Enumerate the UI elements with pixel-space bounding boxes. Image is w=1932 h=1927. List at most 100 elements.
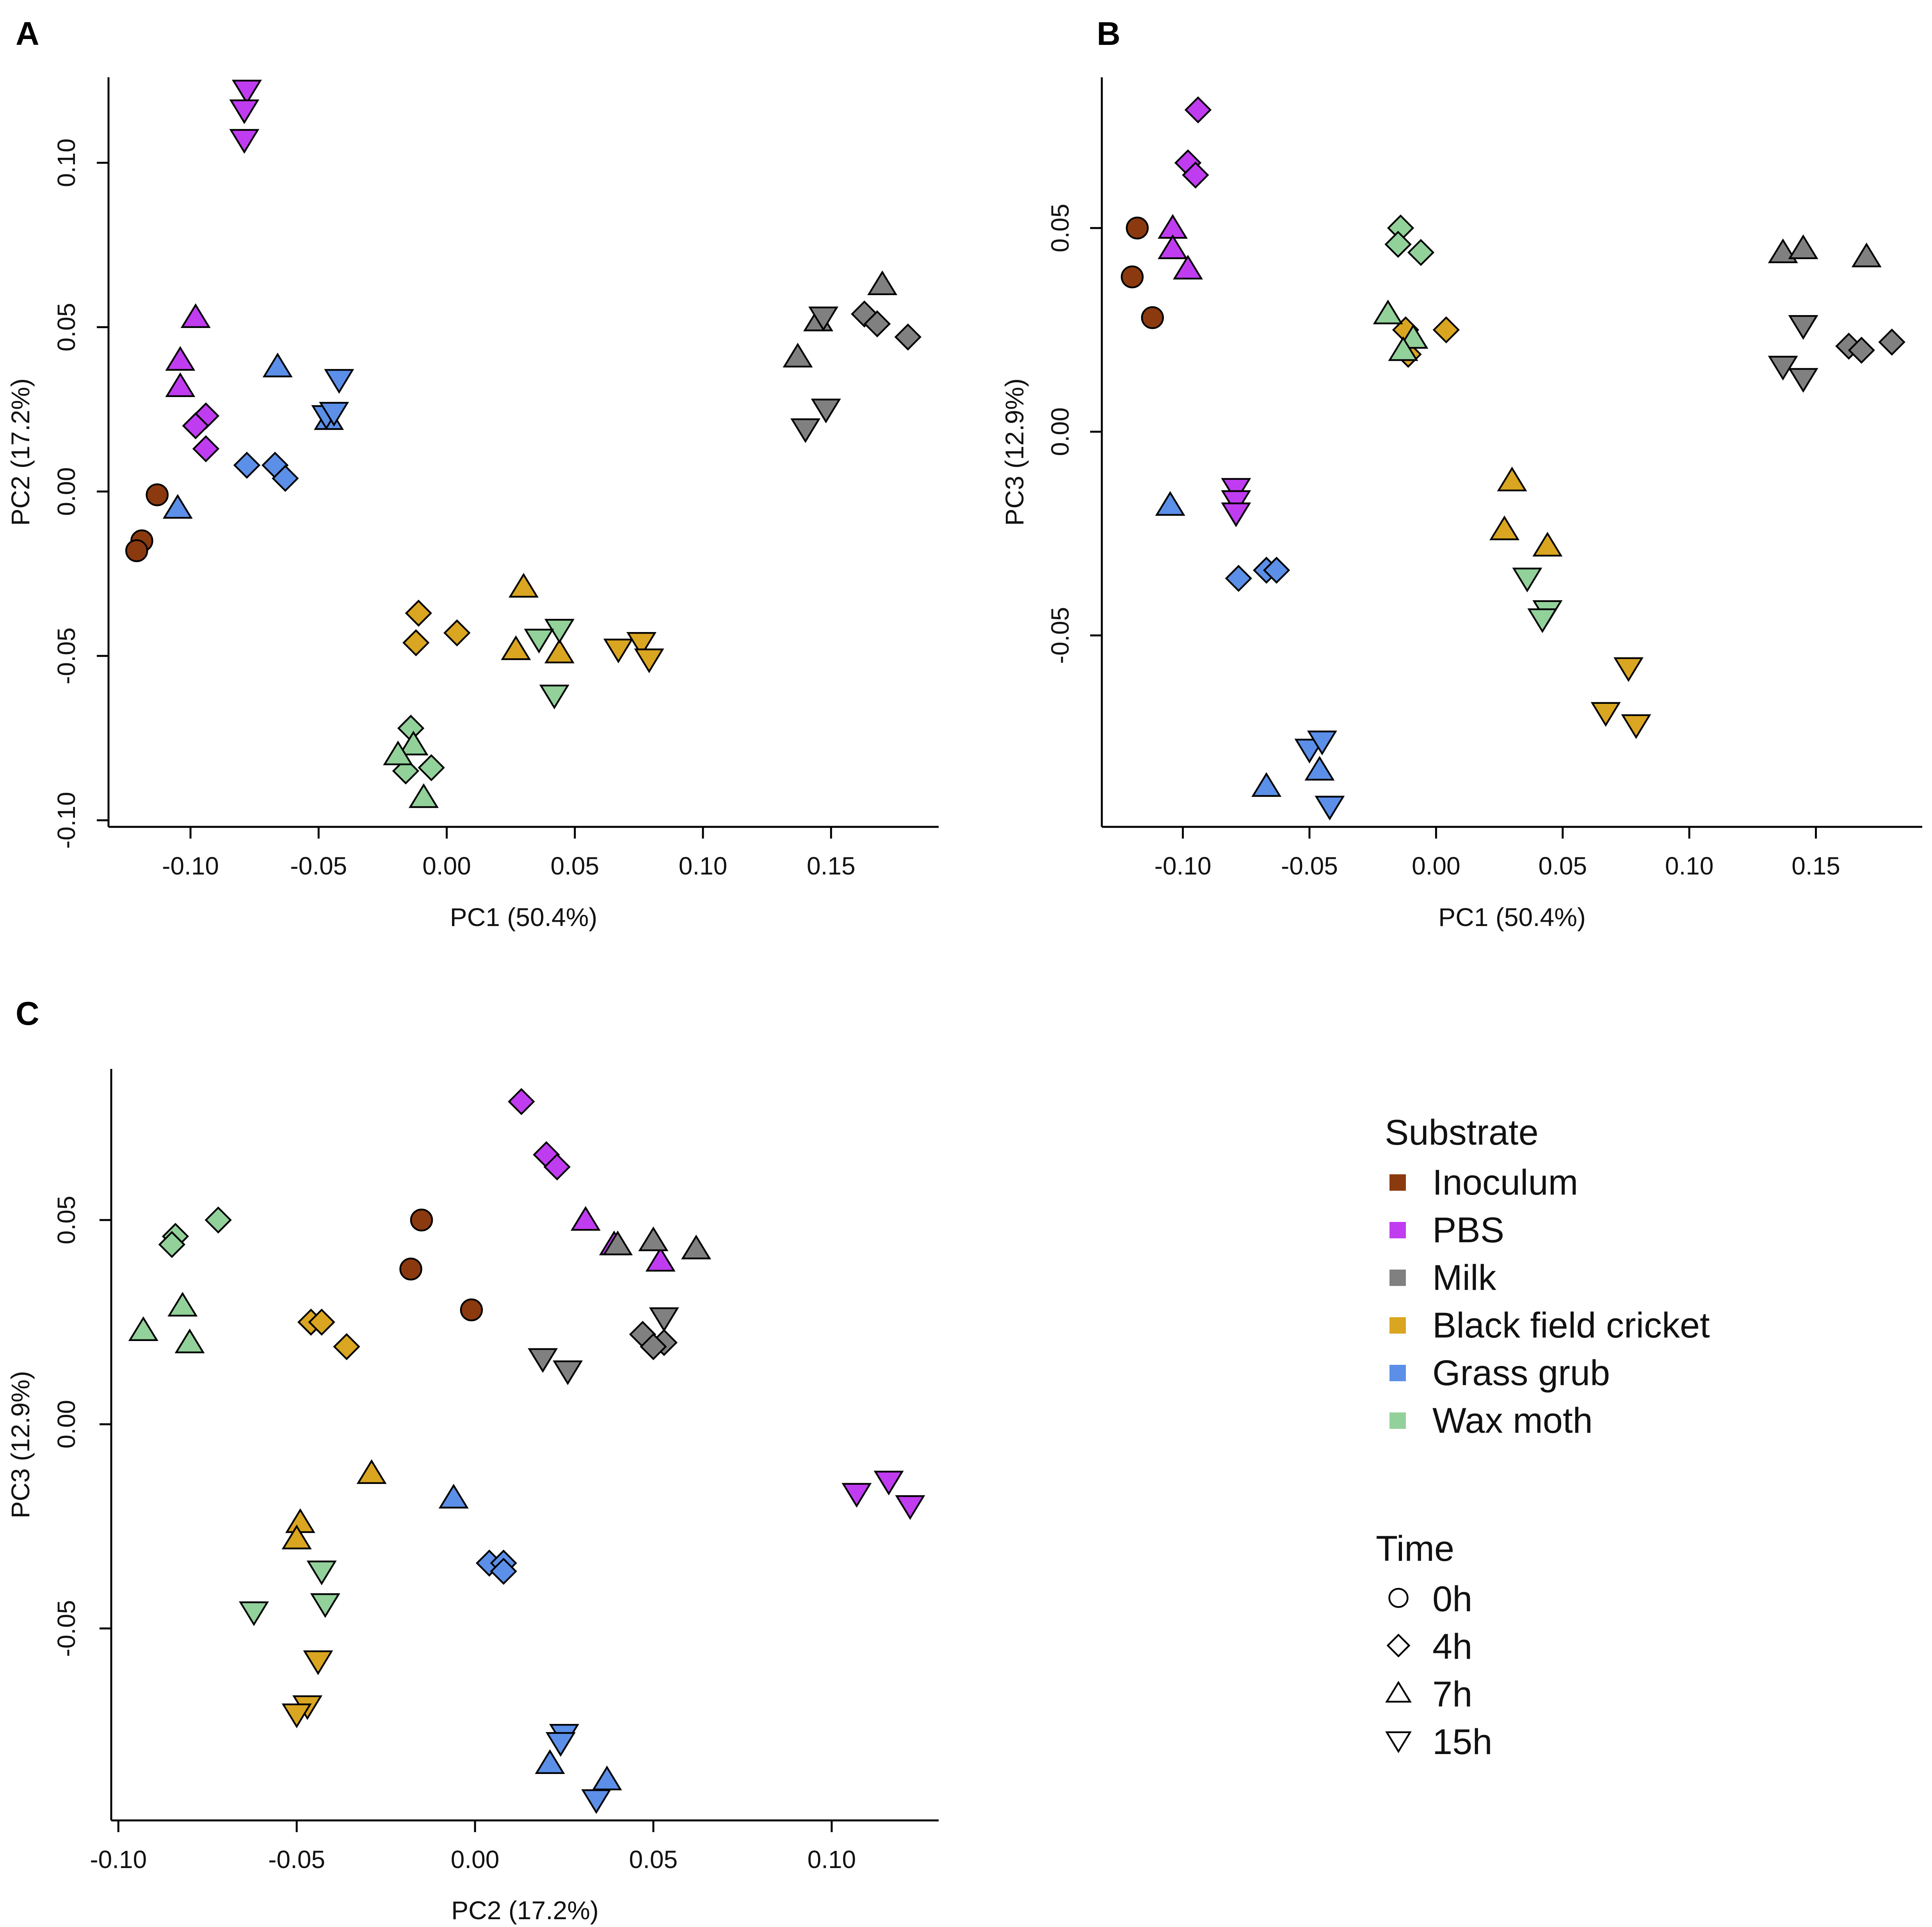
panel-c-point-grass-grub-4h xyxy=(490,1558,517,1585)
panel-c-point-wax-moth-7h xyxy=(167,1291,198,1317)
panel-b-point-wax-moth-15h xyxy=(1527,608,1558,633)
legend-label-7h: 7h xyxy=(1432,1674,1472,1714)
panel-b-point-milk-15h xyxy=(1768,356,1798,381)
panel-c-point-black-field-cricket-15h xyxy=(281,1703,312,1728)
panel-b-plot: -0.10 -0.05 0.00 0.05 0.10 0.15 -0.05 0.00 0.05 P… xyxy=(1000,77,1922,931)
legend-label-milk: Milk xyxy=(1432,1258,1497,1298)
panel-b-point-grass-grub-7h xyxy=(1155,491,1185,516)
panel-a-point-grass-grub-7h xyxy=(162,494,193,519)
panel-c-point-grass-grub-15h xyxy=(545,1732,576,1757)
panel-a-point-grass-grub-7h xyxy=(262,353,293,378)
panel-a-point-pbs-7h xyxy=(165,372,196,397)
panel-a-point-milk-7h xyxy=(783,342,813,368)
panel-a-point-wax-moth-7h xyxy=(408,783,439,808)
panel-a-point-grass-grub-15h xyxy=(324,369,354,394)
panel-a-plot: -0.10 -0.05 0.00 0.05 0.10 0.15 -0.10 -0.05 0.00… xyxy=(6,77,939,931)
panel-a-x-tick-label: 0.00 xyxy=(422,852,471,880)
panel-b-point-milk-7h xyxy=(1851,242,1882,267)
panel-c-y-tick-label: -0.05 xyxy=(52,1600,80,1657)
panel-a-x-tick-label: 0.05 xyxy=(551,852,600,880)
panel-c-point-black-field-cricket-7h xyxy=(281,1525,312,1549)
panel-a-point-wax-moth-7h xyxy=(383,740,413,766)
panel-b-x-tick-label: 0.00 xyxy=(1412,852,1461,880)
panel-b-point-pbs-7h xyxy=(1173,255,1203,280)
panel-c-point-pbs-4h xyxy=(543,1153,571,1181)
legend-label-black-field-cricket: Black field cricket xyxy=(1432,1305,1710,1345)
panel-c-point-wax-moth-15h xyxy=(239,1601,269,1626)
panel-b-point-pbs-15h xyxy=(1221,502,1251,527)
panel-a-x-tick-label: -0.05 xyxy=(290,852,347,880)
panel-c-point-wax-moth-4h xyxy=(158,1231,186,1258)
panel-b-point-grass-grub-4h xyxy=(1263,556,1290,584)
panel-b-point-pbs-15h xyxy=(1221,478,1251,503)
panel-c-point-wax-moth-7h xyxy=(128,1316,158,1341)
panel-c-point-pbs-15h xyxy=(873,1471,904,1496)
legend-shape-4h xyxy=(1386,1633,1411,1658)
panel-b-x-tick-label: 0.05 xyxy=(1538,852,1587,880)
panel-c-y-axis-title: PC3 (12.9%) xyxy=(6,1371,35,1519)
panel-a-point-pbs-4h xyxy=(192,435,220,463)
panel-c-x-axis-title: PC2 (17.2%) xyxy=(451,1896,599,1925)
panel-b-point-pbs-4h xyxy=(1184,96,1212,124)
panel-b-point-wax-moth-7h xyxy=(1388,336,1418,361)
legend-label-0h: 0h xyxy=(1432,1579,1472,1619)
panel-c-point-inoculum-0h xyxy=(460,1298,483,1321)
panel-b-x-tick-label: 0.10 xyxy=(1665,852,1714,880)
panel-a-point-wax-moth-4h xyxy=(418,754,445,782)
legend-swatch-pbs xyxy=(1389,1222,1406,1238)
panel-c-point-inoculum-0h xyxy=(410,1208,433,1232)
legend-label-wax-moth: Wax moth xyxy=(1432,1401,1593,1441)
panel-a-point-wax-moth-15h xyxy=(524,629,554,654)
panel-b-y-tick-label: 0.00 xyxy=(1046,408,1074,456)
panel-c-point-milk-15h xyxy=(528,1348,558,1373)
panel-c-point-black-field-cricket-7h xyxy=(285,1508,315,1533)
panel-a-point-grass-grub-4h xyxy=(233,452,261,479)
legend-swatch-inoculum xyxy=(1389,1174,1406,1191)
panel-a-point-pbs-7h xyxy=(165,346,196,371)
panel-b-point-inoculum-0h xyxy=(1121,265,1144,289)
panel-b-point-grass-grub-15h xyxy=(1315,796,1345,821)
panel-b-point-pbs-4h xyxy=(1182,161,1209,189)
panel-a-point-wax-moth-7h xyxy=(398,730,429,755)
panel-b-point-milk-15h xyxy=(1788,368,1818,393)
panel-a-point-black-field-cricket-4h xyxy=(443,619,471,646)
legend-substrate-title: Substrate xyxy=(1385,1113,1539,1152)
panel-b-point-black-field-cricket-7h xyxy=(1497,467,1527,492)
panel-a-point-milk-4h xyxy=(894,323,922,351)
panel-a-point-milk-15h xyxy=(790,418,821,443)
panel-b-y-axis-title: PC3 (12.9%) xyxy=(1000,378,1029,526)
panel-a-y-axis-title: PC2 (17.2%) xyxy=(6,378,35,526)
panel-a-point-black-field-cricket-7h xyxy=(508,573,539,598)
panel-c-point-inoculum-0h xyxy=(399,1257,422,1281)
panel-c-point-pbs-15h xyxy=(841,1483,872,1508)
panel-b-y-tick-label: -0.05 xyxy=(1046,607,1074,664)
panel-a-point-pbs-15h xyxy=(231,80,262,105)
panel-b-x-tick-label: -0.10 xyxy=(1155,852,1212,880)
panel-a-point-black-field-cricket-7h xyxy=(501,635,531,660)
panel-c-x-tick-label: 0.00 xyxy=(451,1845,500,1874)
legend-label-pbs: PBS xyxy=(1432,1210,1504,1250)
panel-a-point-milk-15h xyxy=(811,399,841,424)
panel-a-y-tick-label: 0.00 xyxy=(52,467,80,516)
panel-c-point-pbs-4h xyxy=(508,1088,535,1115)
legend-swatch-wax-moth xyxy=(1389,1412,1406,1429)
legend-shape-7h xyxy=(1385,1681,1412,1703)
panel-b-x-tick-label: 0.15 xyxy=(1791,852,1840,880)
panel-b-y-tick-label: 0.05 xyxy=(1046,204,1074,253)
panel-b-point-wax-moth-4h xyxy=(1407,239,1435,266)
panel-b-point-grass-grub-7h xyxy=(1251,772,1282,797)
legend-shape-0h xyxy=(1388,1588,1409,1608)
panel-a-point-grass-grub-15h xyxy=(319,402,349,427)
panel-c-point-pbs-7h xyxy=(645,1247,676,1272)
panel-c-x-tick-label: -0.10 xyxy=(90,1845,147,1874)
panel-a-point-black-field-cricket-15h xyxy=(626,632,656,657)
panel-c-plot: -0.10 -0.05 0.00 0.05 0.10 -0.05 0.00 0.05 PC2 (… xyxy=(6,1069,939,1925)
panel-b-point-inoculum-0h xyxy=(1141,306,1164,329)
panel-a-point-milk-7h xyxy=(867,270,898,295)
panel-c-point-milk-15h xyxy=(649,1307,679,1332)
panel-a-point-wax-moth-15h xyxy=(539,684,569,709)
panel-b-point-pbs-15h xyxy=(1221,490,1251,515)
panel-b-point-milk-15h xyxy=(1788,315,1818,340)
panel-b-point-inoculum-0h xyxy=(1126,216,1149,240)
panel-letter-a: A xyxy=(16,15,39,52)
